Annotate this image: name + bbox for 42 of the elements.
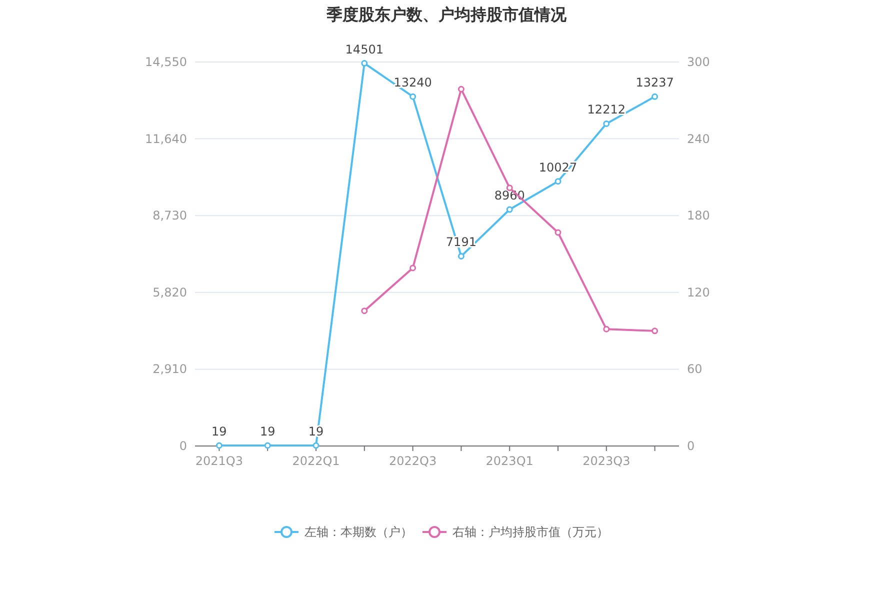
point xyxy=(361,60,368,67)
legend-label: 右轴：户均持股市值（万元） xyxy=(452,525,608,539)
data-label: 14501 xyxy=(345,42,384,56)
point xyxy=(410,93,416,100)
y2-tick-label: 240 xyxy=(687,132,710,146)
point xyxy=(554,229,562,236)
y-tick-label: 14,550 xyxy=(145,55,187,69)
legend-label: 左轴：本期数（户） xyxy=(304,525,412,539)
x-tick-label: 2023Q3 xyxy=(582,454,630,468)
point xyxy=(216,442,222,449)
x-tick-label: 2021Q3 xyxy=(195,454,244,468)
point xyxy=(652,328,658,334)
data-label: 13240 xyxy=(394,76,432,90)
point xyxy=(458,252,464,260)
y2-tick-label: 180 xyxy=(687,208,710,223)
point xyxy=(458,86,464,92)
point xyxy=(361,308,368,314)
data-label: 12212 xyxy=(587,102,626,117)
x-tick-label: 2022Q1 xyxy=(292,454,340,468)
y-tick-label: 0 xyxy=(179,439,187,453)
point xyxy=(506,206,513,213)
data-label: 19 xyxy=(212,424,227,438)
y2-tick-label: 0 xyxy=(687,439,695,453)
point xyxy=(554,178,562,185)
data-label: 19 xyxy=(260,424,276,438)
y-tick-label: 11,640 xyxy=(145,132,187,146)
y-tick-label: 2,910 xyxy=(152,362,187,376)
chart-title: 季度股东户数、户均持股市值情况 xyxy=(326,5,568,24)
x-tick-label: 2022Q3 xyxy=(388,454,437,468)
y2-tick-label: 300 xyxy=(687,55,710,69)
data-label: 13237 xyxy=(636,76,674,90)
point xyxy=(603,326,610,332)
point xyxy=(312,442,320,449)
point xyxy=(603,120,610,127)
y-tick-label: 5,820 xyxy=(152,285,187,300)
y2-tick-label: 60 xyxy=(687,362,702,376)
y2-tick-label: 120 xyxy=(687,285,710,300)
y-tick-label: 8,730 xyxy=(152,208,187,223)
point xyxy=(652,93,658,100)
x-tick-label: 2023Q1 xyxy=(486,454,534,468)
point xyxy=(410,264,416,272)
point xyxy=(264,442,271,449)
